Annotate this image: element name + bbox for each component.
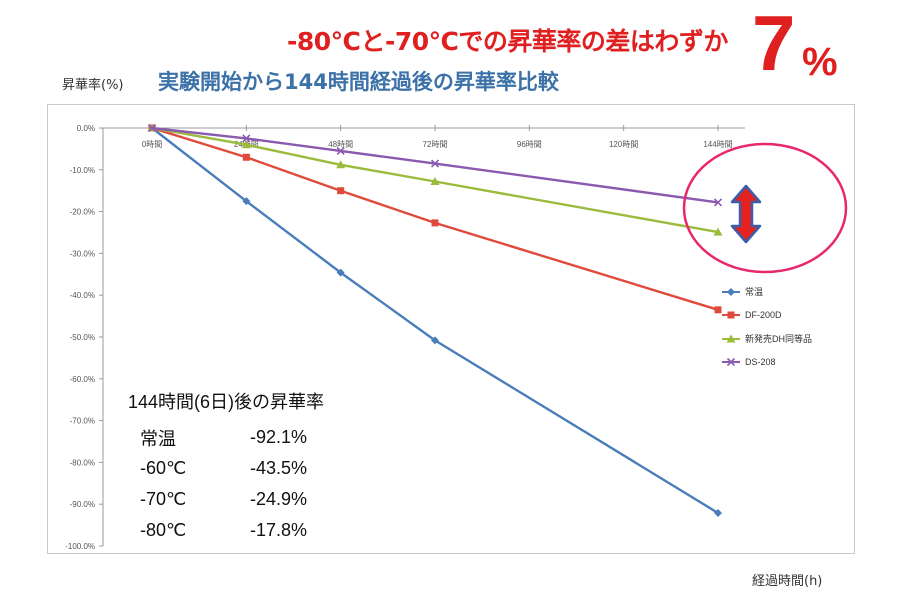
data-point	[713, 227, 723, 236]
chart-subtitle: 実験開始から144時間経過後の昇華率比較	[158, 70, 559, 94]
data-point	[727, 311, 735, 319]
summary-value: -92.1%	[250, 427, 308, 447]
y-tick-label: -100.0%	[65, 542, 95, 551]
data-point	[727, 288, 735, 296]
y-tick-label: -30.0%	[70, 249, 95, 258]
y-tick-label: -90.0%	[70, 500, 95, 509]
summary-title: 144時間(6日)後の昇華率	[128, 392, 325, 412]
data-point	[336, 160, 346, 169]
data-point	[336, 268, 345, 277]
summary-row: 常温 -92.1%	[128, 422, 378, 453]
summary-row: -80℃ -17.8%	[128, 515, 378, 546]
summary-table: 144時間(6日)後の昇華率 常温 -92.1% -60℃ -43.5% -70…	[128, 388, 378, 546]
summary-label: 常温	[140, 428, 176, 449]
x-axis-title: 経過時間(h)	[752, 574, 823, 589]
y-axis-title: 昇華率(%)	[62, 78, 124, 93]
headline: -80℃と-70℃での昇華率の差はわずか	[287, 27, 728, 56]
x-tick-label: 0時間	[142, 140, 162, 149]
summary-row: -60℃ -43.5%	[128, 453, 378, 484]
summary-value: -17.8%	[250, 520, 308, 540]
y-tick-label: -20.0%	[70, 208, 95, 217]
data-point	[336, 146, 345, 156]
summary-row: -70℃ -24.9%	[128, 484, 378, 515]
y-tick-label: -50.0%	[70, 333, 95, 342]
legend-label: DF-200D	[745, 310, 782, 320]
data-point	[714, 508, 722, 517]
highlight-circle	[682, 142, 848, 274]
data-point	[241, 140, 251, 149]
data-point	[242, 153, 250, 161]
summary-label: -80℃	[140, 520, 187, 540]
data-point	[337, 187, 345, 195]
summary-value: -24.9%	[250, 489, 308, 509]
series-line	[151, 126, 719, 311]
y-tick-label: 0.0%	[77, 124, 95, 133]
data-point	[431, 336, 439, 345]
data-point	[714, 306, 722, 314]
x-tick-label: 96時間	[517, 140, 542, 149]
headline-big-number: 7	[752, 0, 796, 87]
data-point	[242, 197, 251, 206]
x-tick-label: 72時間	[423, 140, 448, 149]
x-tick-label: 120時間	[609, 140, 638, 149]
legend-label: 常温	[745, 286, 763, 297]
y-tick-label: -80.0%	[70, 458, 95, 467]
legend-label: 新発売DH同等品	[745, 333, 812, 344]
y-tick-label: -10.0%	[70, 166, 95, 175]
summary-value: -43.5%	[250, 458, 308, 478]
summary-label: -70℃	[140, 489, 187, 509]
data-point	[431, 219, 439, 227]
x-tick-label: 48時間	[328, 140, 353, 149]
legend-label: DS-208	[745, 357, 776, 367]
chart-frame	[47, 104, 855, 554]
data-point	[726, 334, 736, 343]
data-point	[430, 177, 440, 186]
double-arrow-icon	[730, 184, 762, 244]
y-tick-label: -60.0%	[70, 375, 95, 384]
data-point	[147, 123, 157, 133]
y-tick-label: -70.0%	[70, 417, 95, 426]
x-tick-label: 144時間	[703, 140, 732, 149]
data-point	[726, 357, 736, 367]
headline-big-unit: %	[802, 40, 838, 84]
data-point	[242, 134, 251, 143]
summary-label: -60℃	[140, 458, 187, 478]
data-point	[430, 159, 440, 168]
y-tick-label: -40.0%	[70, 291, 95, 300]
data-point	[713, 198, 723, 207]
